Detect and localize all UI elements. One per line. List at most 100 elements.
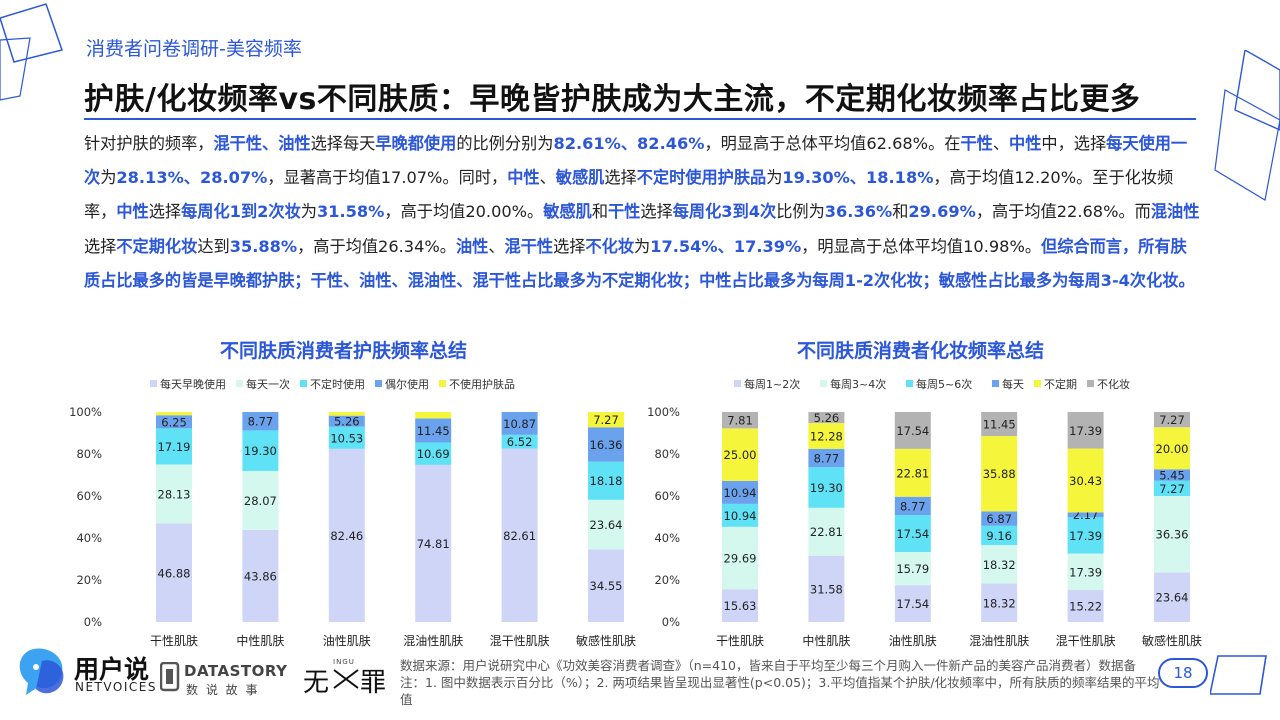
data-label: 17.39: [1069, 565, 1102, 579]
bar-segment: [981, 583, 1018, 622]
data-label: 17.54: [896, 597, 929, 611]
data-label: 18.32: [983, 596, 1016, 610]
bar-segment: [808, 507, 845, 556]
x-category-label: 混油性肌肤: [969, 633, 1029, 648]
summary-text: 为: [300, 202, 317, 222]
data-label: 10.69: [417, 447, 450, 461]
y-tick-label: 60%: [76, 489, 102, 503]
legend-label: 不化妆: [1097, 377, 1130, 391]
summary-highlight: 35.88%: [229, 236, 298, 256]
bar-segment: [1154, 572, 1190, 622]
data-label: 10.87: [503, 417, 536, 431]
data-label: 22.81: [896, 466, 929, 480]
data-label: 19.30: [810, 481, 843, 495]
summary-text: 比例为: [776, 202, 825, 222]
y-tick-label: 60%: [654, 489, 680, 503]
netvoices-logo-icon: [19, 648, 64, 695]
data-label: 7.81: [727, 414, 753, 428]
summary-text: 为: [766, 168, 783, 188]
bar-segment: [1067, 553, 1104, 591]
data-label: 18.32: [983, 558, 1016, 572]
y-tick-label: 100%: [69, 405, 102, 419]
bar-segment: [808, 423, 845, 449]
makeup-frequency-chart: 每周1~2次 每周3~4次 每周5~6次 每天 不定期 不化妆 0% 20% 40% 60% 80%…: [647, 377, 1202, 648]
data-label: 30.43: [1069, 474, 1102, 488]
data-label: 6.52: [507, 435, 533, 449]
bar-segment: [415, 464, 452, 622]
summary-highlight: 每周化1到2次妆: [181, 202, 301, 222]
data-label: 6.25: [161, 415, 187, 429]
x-category-label: 中性肌肤: [802, 633, 850, 648]
data-label: 35.88: [983, 467, 1016, 481]
legend-label: 每周1~2次: [744, 377, 800, 391]
y-tick-label: 0%: [84, 615, 102, 629]
bar-segment: [722, 526, 758, 590]
y-tick-label: 100%: [647, 405, 680, 419]
bar-segment: [981, 525, 1018, 546]
summary-text: 的比例分别为: [456, 134, 554, 153]
summary-highlight: 早晚都使用: [375, 134, 457, 153]
bar-segment: [501, 412, 538, 435]
data-label: 11.45: [983, 418, 1016, 432]
x-category-label: 混油性肌肤: [403, 633, 463, 648]
legend-swatch: [992, 380, 999, 387]
partner-logo-cross-icon: [333, 669, 359, 689]
bar-segment: [808, 467, 845, 508]
skincare-frequency-chart: 每天早晚使用 每天一次 不定时使用 偶尔使用 不使用护肤品 0% 20% 40% 60% 80% 1…: [69, 377, 636, 648]
bar-segment: [328, 448, 365, 622]
bar-segment: [981, 511, 1018, 526]
corner-decoration-top-right: [1214, 50, 1280, 201]
data-label: 15.22: [1069, 600, 1102, 614]
legend-swatch: [375, 380, 382, 387]
bar-segment: [808, 448, 845, 468]
summary-highlight: 敏感肌: [543, 202, 592, 222]
legend-swatch: [820, 380, 827, 387]
bar-segment: [1067, 512, 1104, 517]
summary-text: ，显著高于均值17.07%。同时，: [267, 168, 508, 188]
bar-segment: [588, 499, 624, 550]
bar-segment: [328, 412, 365, 416]
bar-segment: [156, 523, 192, 622]
summary-text: 、: [539, 168, 556, 188]
legend-label: 不使用护肤品: [449, 377, 515, 391]
data-label: 25.00: [724, 448, 757, 462]
summary-text: ，高于均值20.00%。: [384, 202, 544, 222]
legend-swatch: [439, 380, 446, 387]
summary-highlight: 敏感肌: [555, 168, 605, 188]
x-category-label: 干性肌肤: [716, 633, 764, 648]
summary-text: 和: [892, 202, 909, 222]
section-category: 消费者问卷调研-美容频率: [86, 38, 302, 60]
y-tick-label: 40%: [76, 531, 102, 545]
page-number-decoration: [1210, 655, 1267, 695]
legend-label: 偶尔使用: [385, 378, 429, 391]
bar-segment: [722, 503, 758, 527]
x-category-label: 混干性肌肤: [490, 633, 550, 648]
y-tick-label: 0%: [662, 615, 680, 629]
legend-swatch: [734, 380, 741, 387]
data-label: 20.00: [1156, 442, 1189, 456]
data-label: 8.77: [814, 452, 840, 466]
page-number: 18: [1158, 658, 1208, 688]
summary-text: 选择每天: [310, 134, 376, 153]
legend-label: 每周3~4次: [830, 377, 886, 391]
summary-text: ，明显高于总体平均值62.68%。在: [704, 134, 961, 153]
bar-segment: [1154, 412, 1190, 428]
y-tick-label: 40%: [654, 531, 680, 545]
bar-segment: [808, 412, 845, 424]
summary-text: ，高于均值26.34%。: [297, 236, 456, 256]
bar-segment: [1067, 517, 1104, 554]
summary-text: 选择: [553, 236, 586, 256]
bar-segment: [722, 411, 758, 429]
data-label: 82.61: [503, 529, 536, 543]
data-label: 8.77: [900, 499, 926, 513]
data-label: 17.54: [896, 527, 929, 541]
netvoices-logo-text: 用户说: [74, 655, 150, 684]
legend-label: 每天: [1002, 377, 1024, 391]
bar-segment: [894, 515, 931, 553]
summary-highlight: 每天使用一次: [84, 134, 1188, 188]
data-label: 31.58: [810, 582, 843, 596]
bar-segment: [156, 412, 192, 416]
data-label: 7.27: [1159, 413, 1185, 427]
data-label: 19.30: [244, 444, 277, 458]
summary-text: 针对护肤的频率，: [84, 134, 214, 153]
